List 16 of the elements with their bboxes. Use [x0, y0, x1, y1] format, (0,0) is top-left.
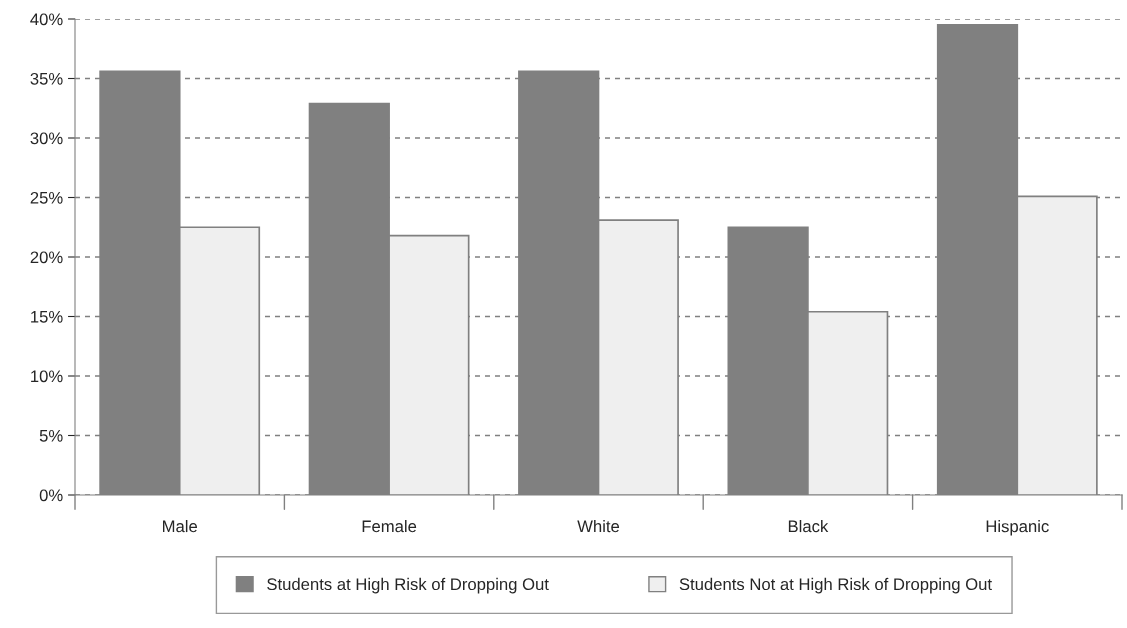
x-tick-label: Male — [163, 520, 198, 533]
y-tick-label: 30% — [30, 132, 63, 145]
y-tick-label: 0% — [39, 489, 63, 502]
x-tick-label: Hispanic — [986, 520, 1049, 536]
y-tick-label: 20% — [30, 251, 63, 264]
x-tick-label: White — [577, 520, 620, 533]
y-tick-label: 35% — [30, 72, 63, 85]
x-tick-label: Black — [788, 520, 829, 533]
x-tick-label: Female — [362, 520, 417, 533]
legend-label: Students Not at High Risk of Dropping Out — [679, 577, 992, 594]
y-tick-label: 5% — [39, 429, 63, 442]
y-tick-label: 15% — [31, 310, 63, 323]
y-tick-label: 25% — [30, 191, 63, 204]
y-tick-label: 10% — [31, 370, 63, 383]
legend-label: Students at High Risk of Dropping Out — [267, 577, 549, 594]
y-tick-label: 40% — [30, 13, 63, 26]
